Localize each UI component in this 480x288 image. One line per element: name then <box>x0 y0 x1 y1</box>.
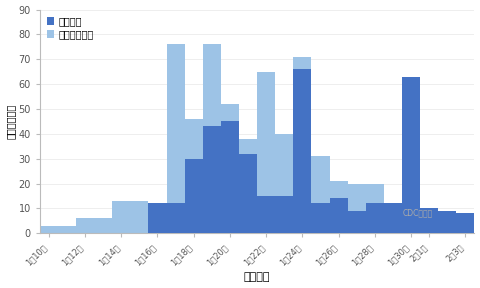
Bar <box>40 226 58 233</box>
Bar <box>167 203 185 233</box>
Text: CDC疾控人: CDC疾控人 <box>403 209 433 217</box>
Bar <box>148 203 167 233</box>
Bar <box>239 139 257 233</box>
Bar <box>76 218 94 233</box>
Bar <box>438 221 456 233</box>
Bar <box>456 213 474 233</box>
Bar <box>438 211 456 233</box>
Bar <box>420 208 438 233</box>
Bar <box>402 221 420 233</box>
Bar <box>203 44 221 233</box>
Bar <box>293 69 312 233</box>
Bar <box>366 183 384 233</box>
Bar <box>402 77 420 233</box>
Bar <box>112 201 130 233</box>
Bar <box>257 196 275 233</box>
Bar <box>185 159 203 233</box>
Bar <box>348 211 366 233</box>
Bar <box>275 134 293 233</box>
Legend: 确诊病例, 无症状感染者: 确诊病例, 无症状感染者 <box>45 14 96 41</box>
Bar <box>130 201 148 233</box>
Bar <box>312 203 330 233</box>
Bar <box>94 218 112 233</box>
Bar <box>221 121 239 233</box>
Bar <box>420 218 438 233</box>
Y-axis label: 病例数（例）: 病例数（例） <box>6 104 15 139</box>
Bar <box>239 154 257 233</box>
Bar <box>58 226 76 233</box>
X-axis label: 报告日期: 报告日期 <box>244 272 270 283</box>
Bar <box>148 203 167 233</box>
Bar <box>330 198 348 233</box>
Bar <box>312 156 330 233</box>
Bar <box>330 181 348 233</box>
Bar <box>221 104 239 233</box>
Bar <box>185 119 203 233</box>
Bar <box>167 44 185 233</box>
Bar <box>293 57 312 233</box>
Bar <box>384 203 402 233</box>
Bar <box>203 126 221 233</box>
Bar <box>275 196 293 233</box>
Bar <box>384 218 402 233</box>
Bar <box>257 72 275 233</box>
Bar <box>348 183 366 233</box>
Bar <box>456 221 474 233</box>
Bar <box>366 203 384 233</box>
